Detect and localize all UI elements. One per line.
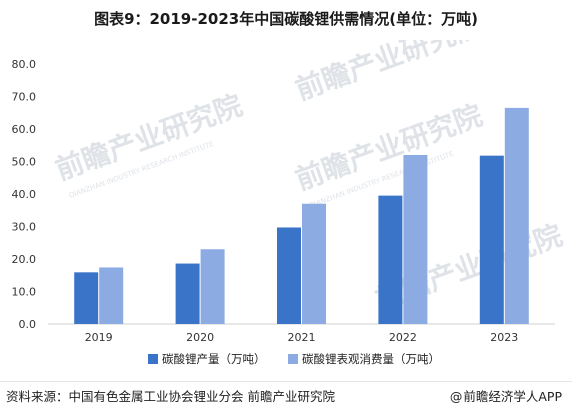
watermark-right: 前瞻产业研究院 [291,40,486,107]
x-axis: 2019 2020 2021 2022 2023 [85,331,519,344]
y-tick-label: 30.0 [12,221,37,234]
y-tick-label: 70.0 [12,91,37,104]
x-tick-label: 2020 [186,331,214,344]
bar-consumption [403,155,428,324]
y-axis: 0.0 10.0 20.0 30.0 40.0 50.0 60.0 70.0 80.0 [12,58,37,331]
y-tick-label: 10.0 [12,286,37,299]
source-note: 资料来源：中国有色金属工业协会锂业分会 前瞻产业研究院 [6,389,335,404]
bar-production [277,227,301,324]
chart-title: 图表9：2019-2023年中国碳酸锂供需情况(单位：万吨) [94,10,478,28]
bar-consumption [504,107,529,324]
bars [74,107,529,324]
legend-swatch-production [148,354,158,364]
watermark-left: 前瞻产业研究院 [51,89,246,187]
y-tick-label: 80.0 [12,58,37,71]
bar-production [378,195,403,324]
x-tick-label: 2023 [490,331,518,344]
legend: 碳酸锂产量（万吨） 碳酸锂表观消费量（万吨） [148,352,440,366]
y-tick-label: 0.0 [19,318,37,331]
brand-credit: @前瞻经济学人APP [450,386,562,405]
bar-chart: 前瞻产业研究院 QIANZHAN INDUSTRY RESEARCH INSTI… [12,40,567,366]
bar-consumption [200,249,225,324]
legend-label-consumption: 碳酸锂表观消费量（万吨） [302,352,440,366]
brand-label: 前瞻经济学人APP [463,389,562,404]
legend-swatch-consumption [288,354,298,364]
footer-divider [0,381,572,382]
x-tick-label: 2022 [389,331,417,344]
y-tick-label: 20.0 [12,253,37,266]
watermark-center: 前瞻产业研究院 [291,99,486,197]
at-icon: @ [449,389,463,404]
bar-production [74,272,99,324]
bar-consumption [99,267,124,324]
x-tick-label: 2021 [288,331,316,344]
legend-label-production: 碳酸锂产量（万吨） [162,352,266,366]
bar-production [479,155,504,324]
x-tick-label: 2019 [85,331,113,344]
y-tick-label: 40.0 [12,188,37,201]
y-tick-label: 60.0 [12,123,37,136]
y-tick-label: 50.0 [12,156,37,169]
bar-consumption [302,203,326,324]
bar-production [175,263,200,324]
